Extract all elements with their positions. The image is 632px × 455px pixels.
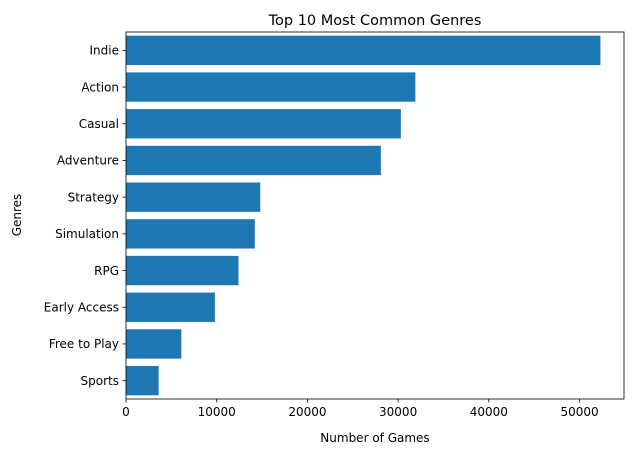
bar-early-access [126,292,215,322]
y-tick-label: Casual [79,117,119,131]
y-tick-label: Strategy [68,190,119,204]
x-tick-label: 10000 [198,405,236,419]
y-axis-title: Genres [10,194,24,237]
bar-free-to-play [126,329,182,359]
bar-action [126,72,416,102]
y-tick-label: Action [81,80,119,94]
y-tick-label: Simulation [55,227,119,241]
bar-simulation [126,219,255,249]
bars-group [126,35,601,396]
y-tick-label: Sports [81,374,119,388]
y-tick-label: Early Access [44,300,119,314]
bar-rpg [126,255,239,286]
x-tick-label: 0 [122,405,130,419]
bar-sports [126,365,159,396]
y-tick-label: Adventure [57,154,119,168]
y-ticks-group: Indie Action Casual Adventure Strategy Simula… [44,44,126,388]
x-axis-title: Number of Games [320,431,429,445]
bar-adventure [126,145,381,176]
x-tick-label: 50000 [560,405,598,419]
bar-casual [126,109,401,139]
y-tick-label: Free to Play [49,337,119,351]
chart-title: Top 10 Most Common Genres [268,13,482,29]
bar-indie [126,35,601,66]
y-tick-label: Indie [90,44,119,58]
x-tick-label: 40000 [470,405,508,419]
x-tick-label: 20000 [288,405,326,419]
bar-strategy [126,182,261,212]
x-tick-label: 30000 [379,405,417,419]
x-ticks-group: 0 10000 20000 30000 40000 50000 [122,399,599,419]
y-tick-label: RPG [94,264,119,278]
plot-frame [125,31,625,400]
